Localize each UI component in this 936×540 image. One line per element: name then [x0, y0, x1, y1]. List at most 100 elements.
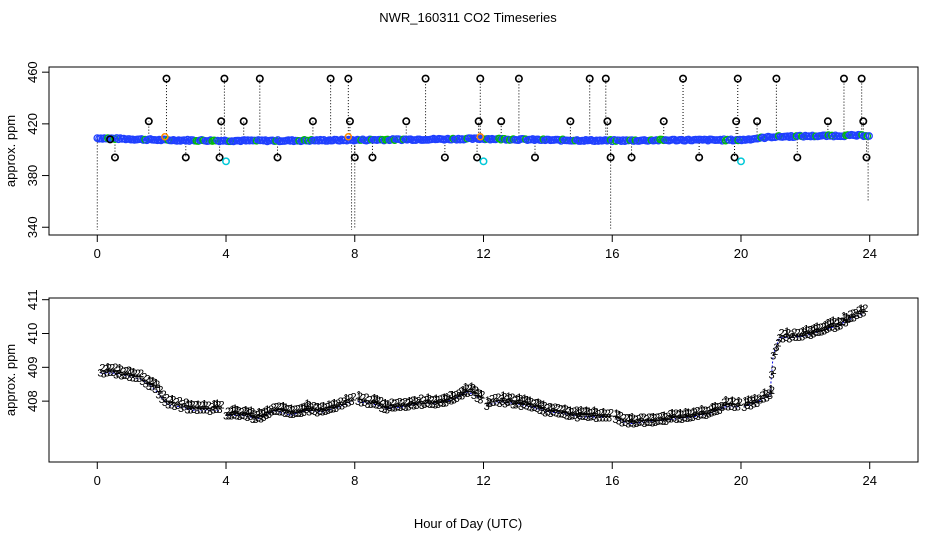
series-2-mark: 2 — [103, 364, 109, 376]
series-3-mark: 3 — [400, 401, 406, 413]
orange-point — [476, 133, 485, 141]
series-3-mark: 3 — [370, 399, 376, 411]
series-2-mark: 2 — [845, 313, 851, 325]
series-1-mark: 1 — [691, 406, 697, 418]
series-3-mark: 3 — [101, 368, 107, 380]
series-2-mark: 2 — [708, 404, 714, 416]
series-2-mark: 2 — [635, 413, 641, 425]
series-1-mark: 1 — [441, 392, 447, 404]
series-1-mark: 1 — [768, 384, 774, 396]
series-1-mark: 1 — [444, 391, 450, 403]
series-2-mark: 2 — [456, 388, 462, 400]
series-2-mark: 2 — [762, 389, 768, 401]
series-3-mark: 3 — [660, 416, 666, 428]
series-2-mark: 2 — [584, 406, 590, 418]
series-3-mark: 3 — [330, 404, 336, 416]
series-2-mark: 2 — [383, 399, 389, 411]
series-3-mark: 3 — [547, 408, 553, 420]
series-3-mark: 3 — [443, 397, 449, 409]
baseline-point — [181, 136, 190, 145]
series-1-mark: 1 — [195, 399, 201, 411]
series-3-mark: 3 — [813, 327, 819, 339]
series-3-mark: 3 — [603, 413, 609, 425]
series-3-mark: 3 — [582, 411, 588, 423]
series-2-mark: 2 — [287, 403, 293, 415]
series-3-mark: 3 — [731, 402, 737, 414]
series-3-mark: 3 — [200, 405, 206, 417]
series-3-mark: 3 — [641, 418, 647, 430]
baseline-point — [606, 136, 615, 144]
series-3-mark: 3 — [687, 413, 693, 425]
series-3-mark: 3 — [226, 411, 232, 423]
series-3-mark: 3 — [682, 413, 688, 425]
series-3-mark: 3 — [639, 417, 645, 429]
series-2-mark: 2 — [418, 393, 424, 405]
series-1-mark: 1 — [811, 322, 817, 334]
series-2-mark: 2 — [614, 409, 620, 421]
series-2-mark: 2 — [106, 363, 112, 375]
series-3-mark: 3 — [507, 397, 513, 409]
series-3-mark: 3 — [666, 413, 672, 425]
y-axis-label: approx. ppm — [3, 115, 18, 187]
series-3-mark: 3 — [213, 404, 219, 416]
series-3-mark: 3 — [499, 396, 505, 408]
series-3-mark: 3 — [242, 411, 248, 423]
baseline-point — [580, 137, 588, 145]
series-3-mark: 3 — [818, 326, 824, 338]
series-1-mark: 1 — [683, 407, 689, 419]
series-3-mark: 3 — [405, 401, 411, 413]
series-3-mark: 3 — [152, 384, 158, 396]
series-3-mark: 3 — [671, 413, 677, 425]
series-2-mark: 2 — [595, 408, 601, 420]
series-2-mark: 2 — [828, 318, 834, 330]
series-2-mark: 2 — [662, 411, 668, 423]
series-3-mark: 3 — [121, 370, 127, 382]
series-3-mark: 3 — [821, 326, 827, 338]
series-2-mark: 2 — [759, 390, 765, 402]
orange-point — [161, 133, 169, 141]
series-2-mark: 2 — [504, 394, 510, 406]
series-3-mark: 3 — [706, 409, 712, 421]
series-2-mark: 2 — [440, 393, 446, 405]
series-3-mark: 3 — [518, 401, 524, 413]
series-2-mark: 2 — [431, 394, 437, 406]
series-3-mark: 3 — [526, 401, 532, 413]
series-3-mark: 3 — [228, 410, 234, 422]
series-2-mark: 2 — [170, 395, 176, 407]
series-3-mark: 3 — [744, 400, 750, 412]
series-2-mark: 2 — [308, 402, 314, 414]
series-1-mark: 1 — [326, 399, 332, 411]
series-2-mark: 2 — [292, 404, 298, 416]
series-2-mark: 2 — [766, 388, 772, 400]
series-1-mark: 1 — [449, 389, 455, 401]
series-3-mark: 3 — [244, 412, 250, 424]
series-3-mark: 3 — [451, 394, 457, 406]
series-2-mark: 2 — [694, 405, 700, 417]
spike-marker — [273, 153, 282, 162]
series-3-mark: 3 — [487, 398, 493, 410]
series-3-mark: 3 — [136, 373, 142, 385]
series-3-mark: 3 — [194, 405, 200, 417]
series-2-mark: 2 — [196, 400, 202, 412]
series-3-mark: 3 — [703, 410, 709, 422]
baseline-point — [273, 136, 282, 144]
series-2-mark: 2 — [450, 391, 456, 403]
series-2-mark: 2 — [702, 405, 708, 417]
series-1-mark: 1 — [105, 361, 111, 373]
series-3-mark: 3 — [564, 410, 570, 422]
series-2-mark: 2 — [230, 406, 236, 418]
series-3-mark: 3 — [317, 406, 323, 418]
series-3-mark: 3 — [336, 401, 342, 413]
series-2-mark: 2 — [271, 402, 277, 414]
series-2-mark: 2 — [186, 400, 192, 412]
series-3-mark: 3 — [793, 332, 799, 344]
y-tick-label: 340 — [25, 216, 40, 238]
series-3-mark: 3 — [197, 405, 203, 417]
series-2-mark: 2 — [297, 403, 303, 415]
series-3-mark: 3 — [698, 410, 704, 422]
series-1-mark: 1 — [127, 366, 133, 378]
series-1-mark: 1 — [412, 395, 418, 407]
series-1-mark: 1 — [613, 408, 619, 420]
series-2-mark: 2 — [410, 395, 416, 407]
